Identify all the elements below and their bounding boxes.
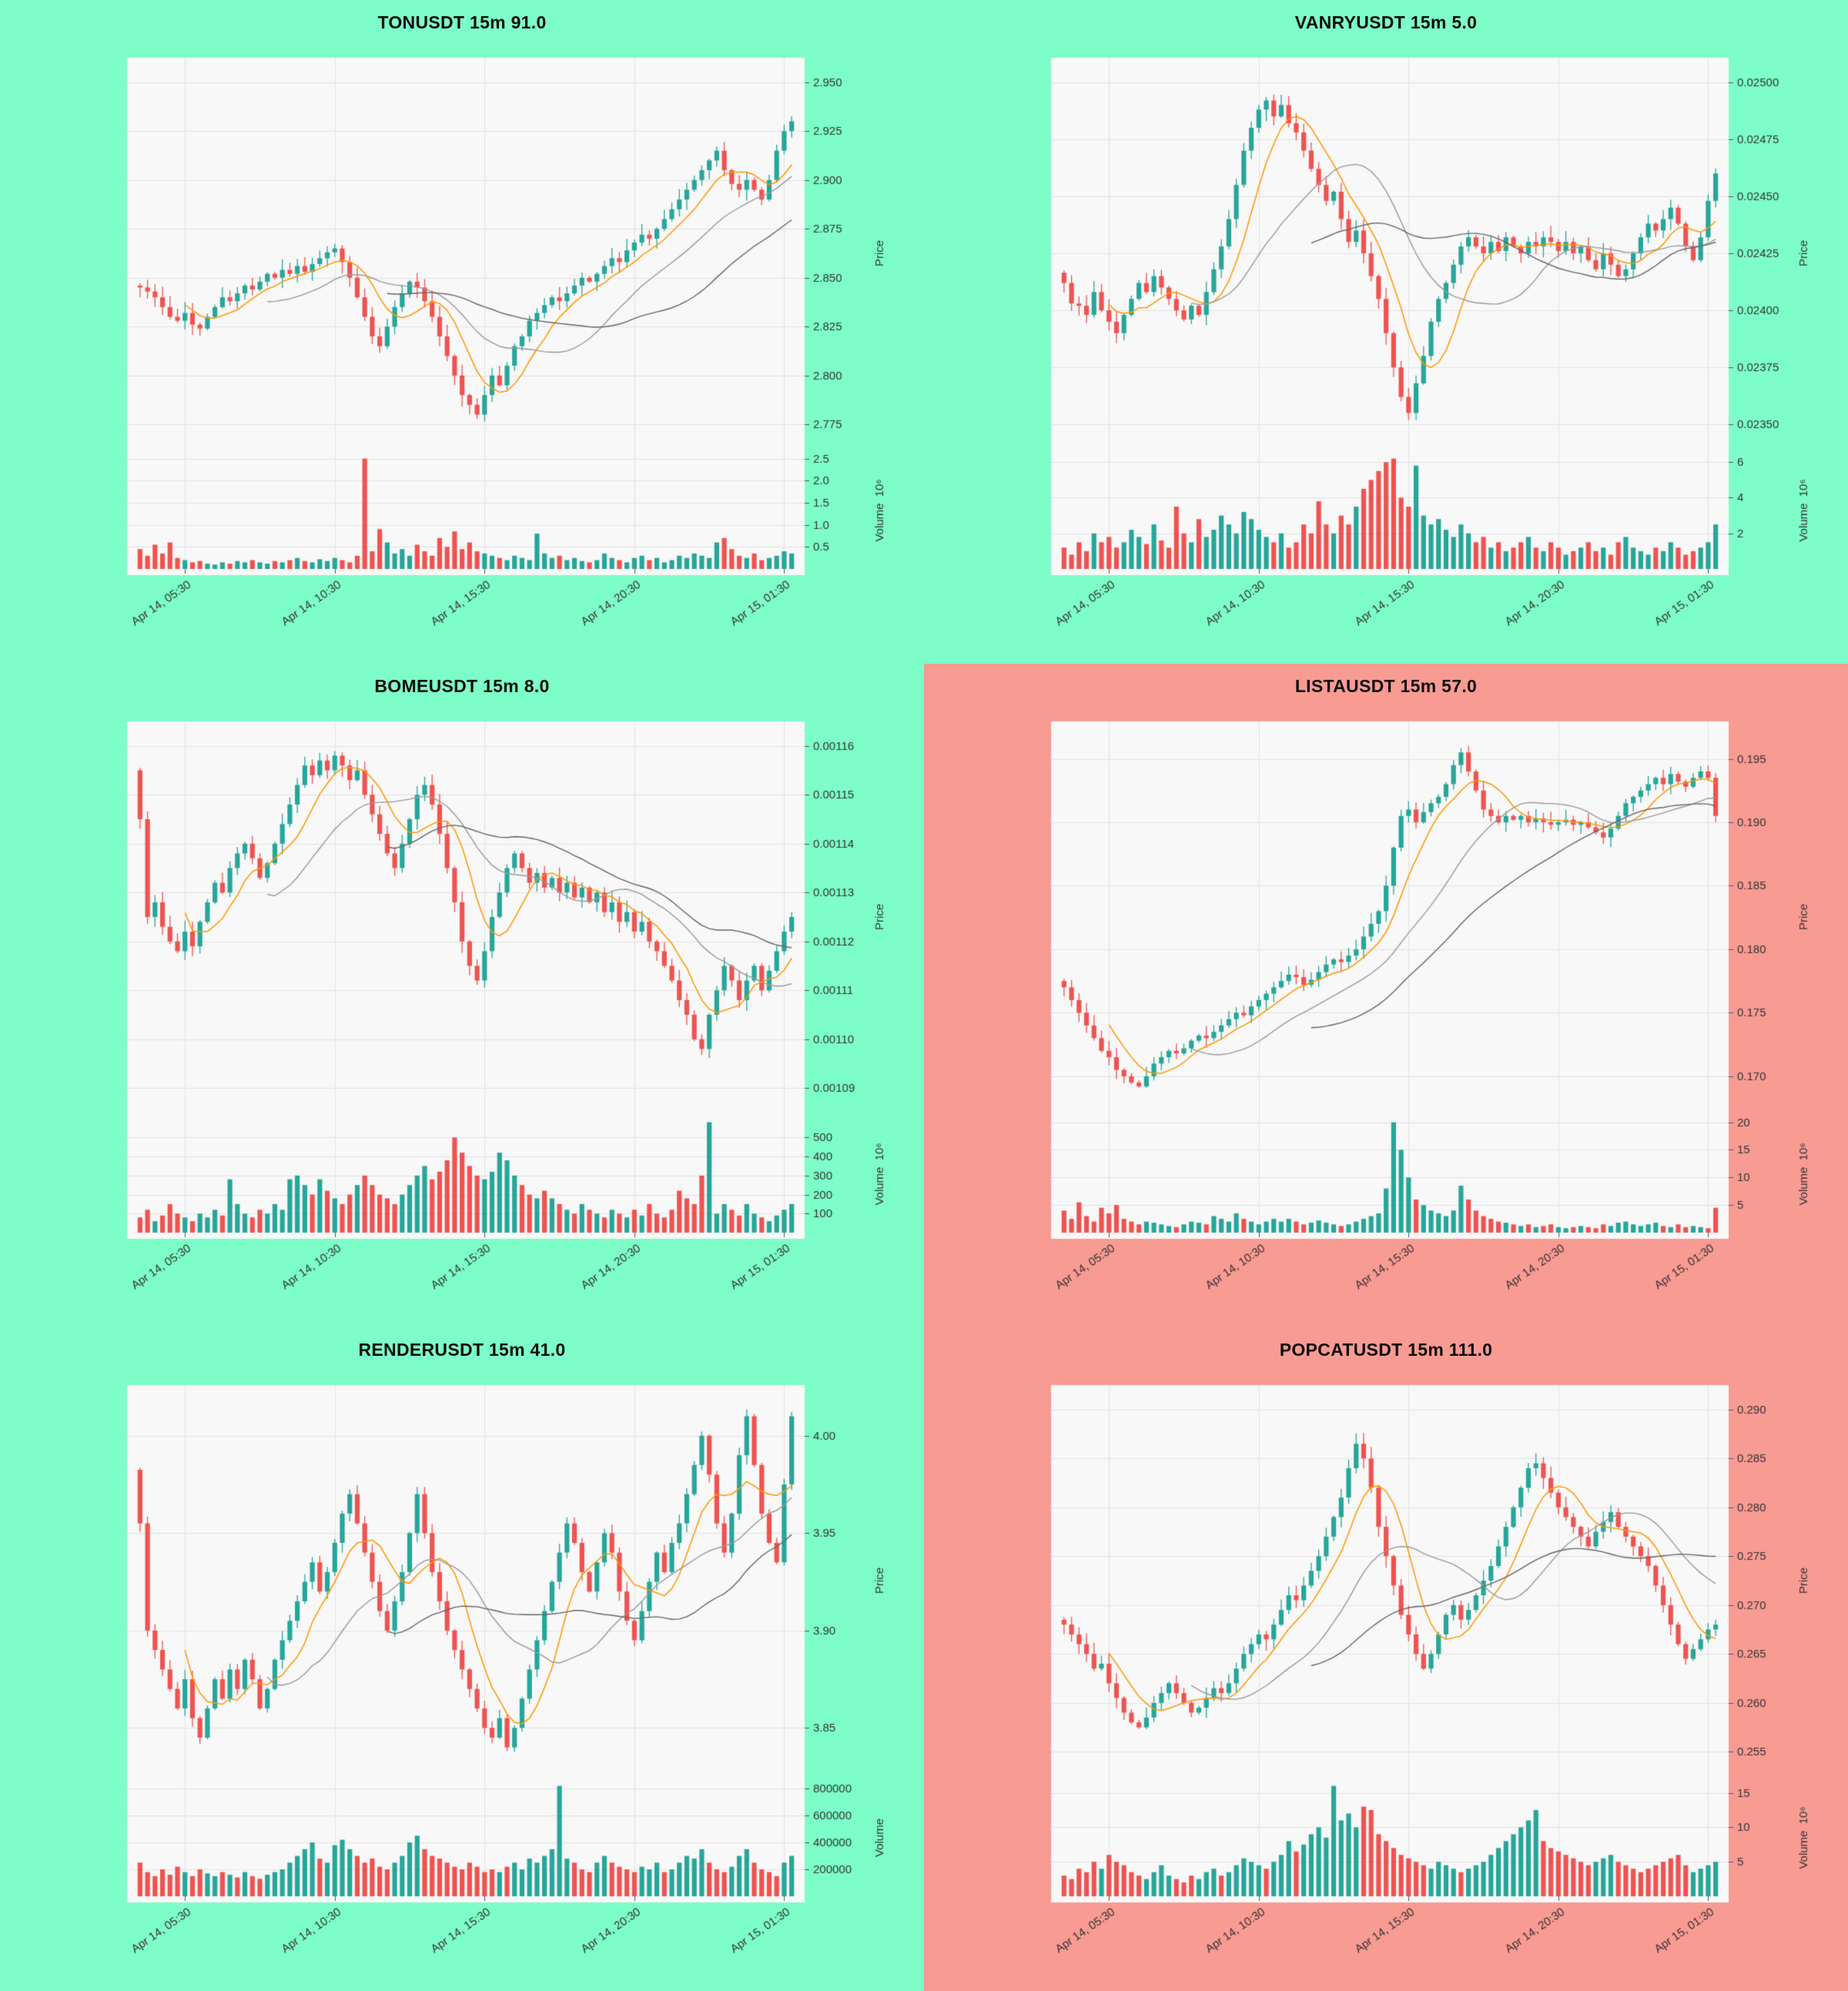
chart-title: TONUSDT 15m 91.0 <box>377 12 547 32</box>
chart-panel-tonusdt: TONUSDT 15m 91.0 <box>0 0 924 664</box>
candlestick-chart-popcatusdt <box>943 1365 1829 1981</box>
candlestick-chart-renderusdt <box>19 1365 905 1981</box>
chart-title: RENDERUSDT 15m 41.0 <box>358 1340 566 1360</box>
chart-title: POPCATUSDT 15m 111.0 <box>1279 1340 1493 1360</box>
chart-panel-bomeusdt: BOMEUSDT 15m 8.0 <box>0 664 924 1327</box>
chart-panel-listausdt: LISTAUSDT 15m 57.0 <box>924 664 1848 1327</box>
chart-panel-vanryusdt: VANRYUSDT 15m 5.0 <box>924 0 1848 664</box>
chart-title: LISTAUSDT 15m 57.0 <box>1294 676 1478 696</box>
chart-title: BOMEUSDT 15m 8.0 <box>374 676 550 696</box>
chart-title: VANRYUSDT 15m 5.0 <box>1294 12 1478 32</box>
candlestick-chart-vanryusdt <box>943 38 1829 654</box>
chart-panel-popcatusdt: POPCATUSDT 15m 111.0 <box>924 1327 1848 1991</box>
candlestick-chart-tonusdt <box>19 38 905 654</box>
chart-panel-renderusdt: RENDERUSDT 15m 41.0 <box>0 1327 924 1991</box>
candlestick-chart-bomeusdt <box>19 701 905 1317</box>
candlestick-chart-listausdt <box>943 701 1829 1317</box>
